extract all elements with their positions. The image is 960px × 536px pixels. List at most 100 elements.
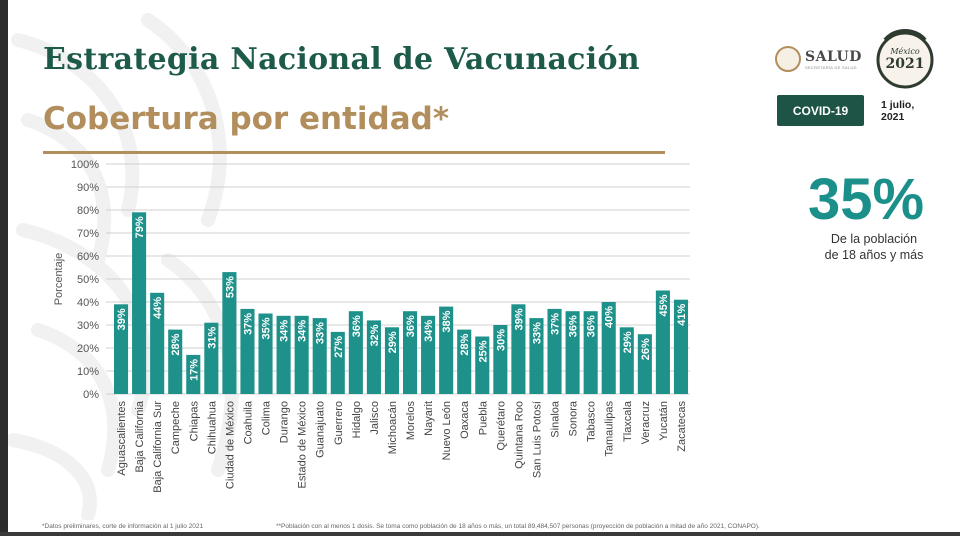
bar — [619, 327, 634, 394]
bar — [366, 320, 381, 394]
y-axis-label: Porcentaje — [53, 253, 65, 306]
bar-value-label: 38% — [441, 310, 453, 332]
x-tick-label: Campeche — [170, 401, 182, 454]
x-tick-label: Tlaxcala — [622, 400, 634, 442]
coverage-caption-line1: De la población — [830, 232, 918, 246]
page-title: Estrategia Nacional de Vacunación — [43, 42, 640, 77]
x-tick-label: Oaxaca — [459, 400, 471, 439]
covid-badge: COVID-19 — [777, 95, 864, 126]
bar-value-label: 17% — [188, 359, 200, 381]
bar-value-label: 39% — [116, 308, 128, 330]
x-tick-label: Chihuahua — [206, 400, 218, 454]
x-tick-label: San Luis Potosí — [531, 401, 543, 478]
bar-value-label: 30% — [495, 329, 507, 351]
x-tick-label: Aguascalientes — [116, 401, 128, 476]
report-date-line1: 1 julio, — [881, 99, 915, 111]
bar — [186, 354, 201, 394]
x-tick-label: Guanajuato — [315, 401, 327, 458]
bar-value-label: 29% — [387, 331, 399, 353]
y-tick-label: 20% — [77, 343, 99, 355]
bar-value-label: 33% — [315, 322, 327, 344]
salud-logo-name: SALUD — [805, 48, 862, 65]
national-coverage-caption: De la población de 18 años y más — [804, 231, 944, 263]
bar — [439, 306, 454, 394]
bar — [348, 311, 363, 394]
salud-seal-icon — [775, 46, 801, 72]
salud-logo: SALUD SECRETARÍA DE SALUD — [775, 42, 865, 76]
x-tick-label: Hidalgo — [351, 401, 363, 438]
coverage-caption-line2: de 18 años y más — [824, 248, 924, 262]
x-tick-label: Veracruz — [640, 401, 652, 444]
x-tick-label: Tamaulipas — [604, 401, 616, 457]
bar-value-label: 28% — [459, 333, 471, 355]
x-tick-label: Estado de México — [297, 401, 309, 488]
bar-value-label: 25% — [477, 340, 489, 362]
page-subtitle: Cobertura por entidad* — [43, 101, 450, 137]
y-tick-label: 60% — [77, 251, 99, 263]
x-tick-label: Baja California Sur — [152, 401, 164, 493]
x-tick-label: Baja California — [134, 400, 146, 472]
bar — [601, 302, 616, 394]
y-tick-label: 0% — [83, 389, 99, 401]
x-tick-label: Coahuila — [242, 400, 254, 444]
bar — [384, 327, 400, 394]
bar-value-label: 45% — [658, 294, 670, 316]
bar-value-label: 34% — [297, 320, 309, 342]
bar-value-label: 79% — [134, 216, 146, 238]
year-logo-year: 2021 — [886, 56, 925, 72]
bar — [475, 336, 490, 394]
bar-value-label: 34% — [279, 320, 291, 342]
y-tick-label: 30% — [77, 320, 99, 332]
bar — [655, 290, 670, 394]
x-tick-label: Jalisco — [369, 401, 381, 435]
x-tick-label: Ciudad de México — [224, 401, 236, 489]
bar-value-label: 33% — [531, 322, 543, 344]
x-tick-label: Puebla — [477, 400, 489, 435]
y-tick-label: 80% — [77, 205, 99, 217]
bar-value-label: 36% — [405, 315, 417, 337]
bar — [258, 313, 273, 394]
coverage-bar-chart: 0% 10% 20% 30% 40% 50% 60% 70% 80% 90% 100% Porcent… — [53, 159, 690, 493]
bar — [673, 299, 689, 394]
national-coverage-value: 35% — [807, 167, 925, 232]
bar-value-label: 32% — [369, 324, 381, 346]
left-frame-edge — [0, 0, 8, 536]
y-tick-label: 70% — [77, 228, 99, 240]
y-tick-label: 50% — [77, 274, 99, 286]
bottom-frame-edge — [0, 532, 960, 536]
bar-value-label: 37% — [550, 313, 562, 335]
x-tick-label: Michoacán — [387, 401, 399, 454]
bar — [222, 272, 237, 394]
bar-value-label: 27% — [333, 336, 345, 358]
bar-value-label: 36% — [568, 315, 580, 337]
bar — [168, 329, 183, 394]
bar — [312, 318, 327, 394]
bar-value-label: 28% — [170, 333, 182, 355]
x-tick-label: Nayarit — [423, 401, 435, 436]
bar — [511, 304, 526, 394]
bar-value-label: 35% — [261, 317, 273, 339]
bar — [493, 325, 508, 394]
bar — [294, 315, 309, 394]
bar-value-label: 36% — [586, 315, 598, 337]
bar — [150, 292, 165, 394]
bar — [132, 212, 147, 394]
x-tick-label: Zacatecas — [676, 401, 688, 452]
bar — [421, 315, 436, 394]
bar-value-label: 39% — [513, 308, 525, 330]
x-tick-label: Chiapas — [188, 401, 200, 442]
x-tick-label: Sinaloa — [550, 400, 562, 438]
bar — [565, 311, 580, 394]
bar-value-label: 29% — [622, 331, 634, 353]
bar — [547, 308, 562, 394]
bar — [276, 315, 291, 394]
bar-value-label: 26% — [640, 338, 652, 360]
x-tick-label: Morelos — [405, 401, 417, 441]
x-tick-label: Querétaro — [495, 401, 507, 451]
y-tick-label: 10% — [77, 366, 99, 378]
bar-value-label: 37% — [242, 313, 254, 335]
x-tick-label: Nuevo León — [441, 401, 453, 460]
y-tick-label: 40% — [77, 297, 99, 309]
bar — [113, 304, 129, 394]
independence-2021-logo: México 2021 — [876, 29, 934, 89]
